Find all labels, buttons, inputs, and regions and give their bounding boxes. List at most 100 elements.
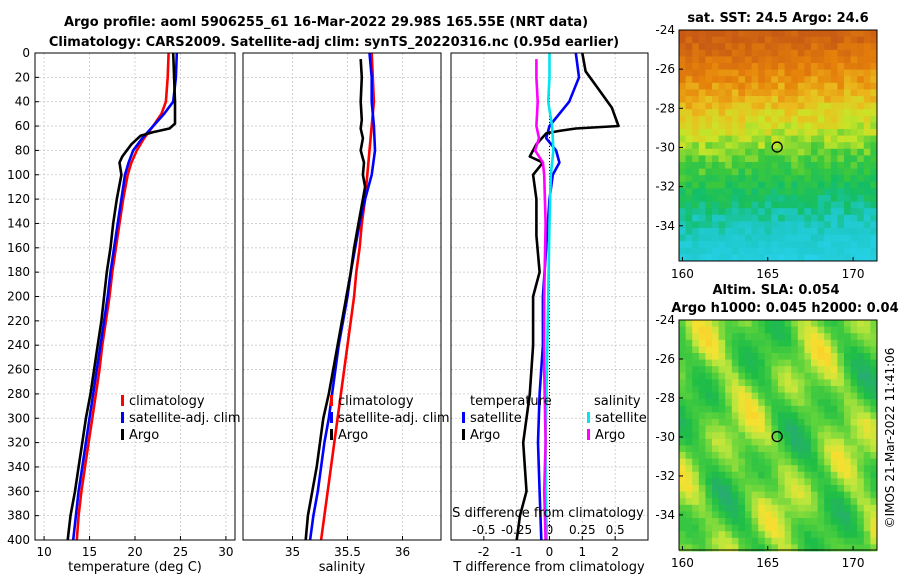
map-cell <box>870 63 878 70</box>
map-cell <box>731 346 739 354</box>
map-cell <box>692 96 700 103</box>
map-cell <box>857 432 865 440</box>
map-cell <box>705 518 713 525</box>
x-tick-label: 35 <box>285 545 300 559</box>
map-cell <box>778 531 785 539</box>
map-cell <box>804 195 812 202</box>
map-cell <box>857 63 865 70</box>
map-cell <box>804 30 812 37</box>
map-cell <box>692 353 700 360</box>
y-tick-label: 200 <box>7 290 30 304</box>
map-cell <box>817 162 825 169</box>
map-cell <box>778 254 785 262</box>
map-cell <box>679 168 686 176</box>
map-cell <box>844 471 851 479</box>
map-cell <box>751 82 759 90</box>
map-cell <box>850 208 858 216</box>
map-cell <box>738 458 746 466</box>
map-cell <box>731 254 739 262</box>
map-cell <box>758 69 766 77</box>
map-cell <box>870 537 878 545</box>
map-cell <box>791 56 799 64</box>
map-cell <box>797 135 805 143</box>
map-x-tick-label: 165 <box>756 267 779 281</box>
map-cell <box>830 109 838 117</box>
map-cell <box>698 544 706 552</box>
map-cell <box>837 63 845 70</box>
map-cell <box>817 142 825 150</box>
map-cell <box>791 412 799 420</box>
map-cell <box>725 234 733 242</box>
map-cell <box>692 498 700 506</box>
map-cell <box>837 129 845 136</box>
map-cell <box>830 175 838 183</box>
map-cell <box>817 452 825 459</box>
map-cell <box>685 498 693 506</box>
map-cell <box>804 49 812 57</box>
map-cell <box>857 135 865 143</box>
map-y-tick-label: -24 <box>655 313 675 327</box>
map-cell <box>698 392 706 400</box>
map-cell <box>692 465 700 473</box>
map-cell <box>705 445 713 453</box>
map-cell <box>778 36 785 44</box>
map-cell <box>857 162 865 169</box>
map-cell <box>751 221 759 229</box>
map-cell <box>784 366 792 374</box>
map-cell <box>731 155 739 163</box>
map-cell <box>804 478 812 486</box>
map-cell <box>751 63 759 70</box>
map-cell <box>745 531 752 539</box>
map-cell <box>863 96 871 103</box>
map-cell <box>870 247 878 255</box>
map-cell <box>804 247 812 255</box>
map-cell <box>751 419 759 426</box>
map-cell <box>679 175 686 183</box>
map-cell <box>837 452 845 459</box>
map-cell <box>764 419 772 426</box>
map-cell <box>857 353 865 360</box>
map-cell <box>738 491 746 499</box>
map-cell <box>797 63 805 70</box>
map-cell <box>837 372 845 380</box>
map-cell <box>830 241 838 249</box>
map-cell <box>679 96 686 103</box>
map-cell <box>718 96 726 103</box>
map-cell <box>863 69 871 77</box>
map-cell <box>791 162 799 169</box>
map-cell <box>817 458 825 466</box>
map-cell <box>698 524 706 532</box>
map-cell <box>844 412 851 420</box>
map-cell <box>771 386 779 393</box>
map-cell <box>758 135 766 143</box>
map-cell <box>679 478 686 486</box>
map-cell <box>791 181 799 189</box>
map-cell <box>791 531 799 539</box>
legend-swatch-satellite-adj <box>121 412 124 423</box>
map-cell <box>830 76 838 84</box>
map-cell <box>679 195 686 202</box>
map-cell <box>791 537 799 545</box>
map-cell <box>679 445 686 453</box>
map-cell <box>857 89 865 97</box>
map-cell <box>811 89 818 97</box>
map-cell <box>731 30 739 37</box>
map-cell <box>692 537 700 545</box>
map-cell <box>718 353 726 360</box>
map-cell <box>811 76 818 84</box>
map-cell <box>857 36 865 44</box>
map-cell <box>797 228 805 235</box>
map-cell <box>698 241 706 249</box>
map-cell <box>863 471 871 479</box>
map-cell <box>771 537 779 545</box>
map-cell <box>811 544 818 552</box>
map-cell <box>837 181 845 189</box>
map-cell <box>751 458 759 466</box>
map-cell <box>758 96 766 103</box>
temperature-panel: 10 15 20 25 30020406080100120140160180200220… <box>7 46 236 559</box>
legend-swatch-climatology <box>121 395 124 406</box>
map-cell <box>758 76 766 84</box>
map-cell <box>844 56 851 64</box>
map-cell <box>837 201 845 209</box>
map-cell <box>712 524 719 532</box>
